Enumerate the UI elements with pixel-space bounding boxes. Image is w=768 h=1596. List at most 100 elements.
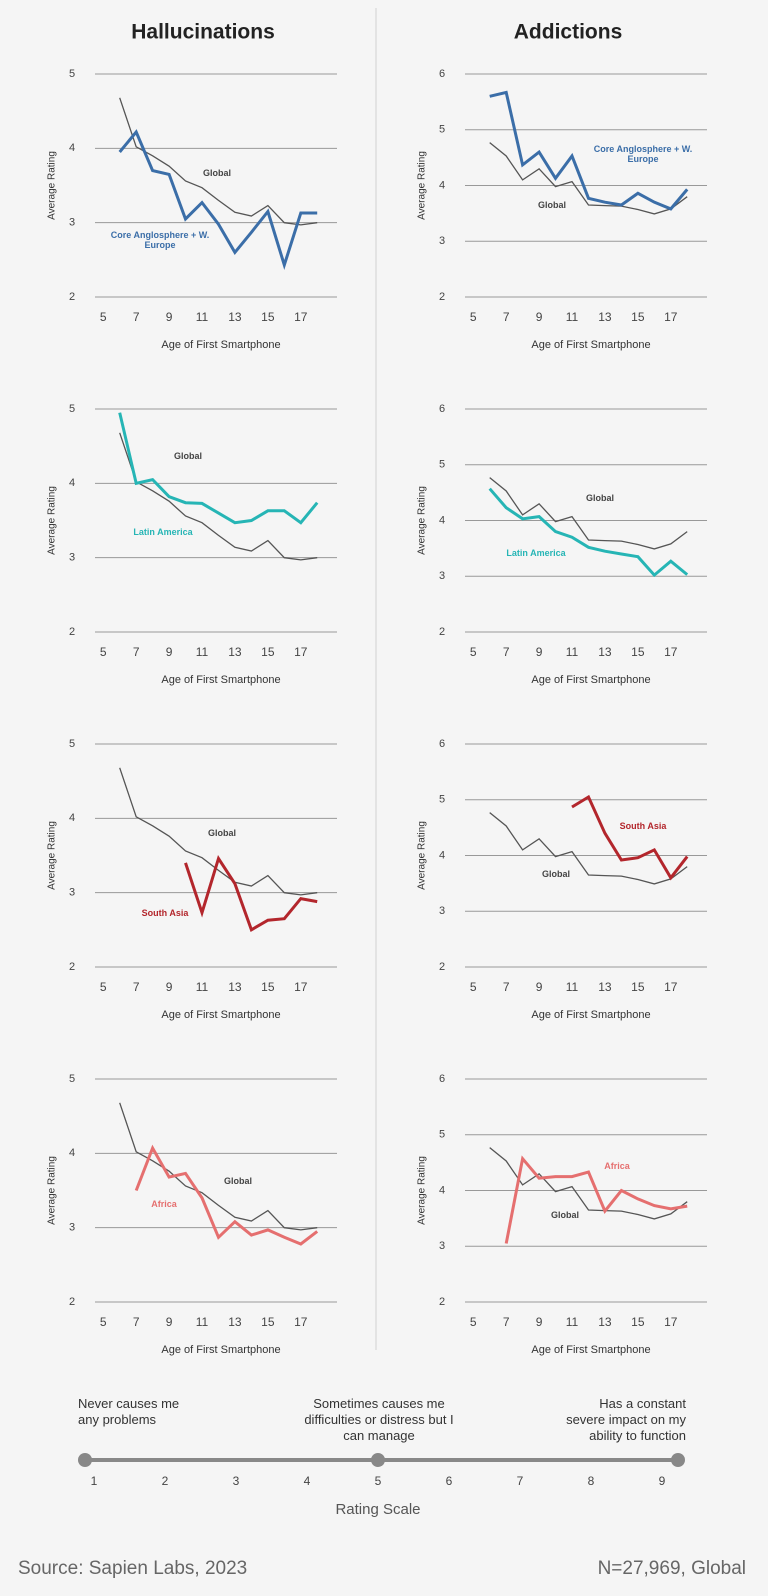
series-line (489, 812, 688, 885)
series-label-box: Global (537, 200, 566, 210)
y-tick-label: 6 (439, 68, 445, 80)
series-line (489, 142, 688, 215)
series-line (118, 129, 318, 271)
scale-dot (671, 1453, 685, 1467)
series-label: Global (207, 828, 236, 838)
series-label: Core Anglosphere + W. Europe (110, 230, 210, 250)
x-tick-label: 7 (133, 310, 140, 324)
series-label: Latin America (133, 527, 193, 537)
y-tick-label: 5 (69, 738, 75, 750)
series-label-box: Global (551, 1210, 579, 1220)
x-tick-label: 9 (536, 310, 543, 324)
x-tick-label: 11 (566, 980, 579, 994)
x-tick-label: 9 (166, 980, 173, 994)
scale-dot (78, 1453, 92, 1467)
series-line (119, 432, 318, 561)
y-tick-label: 2 (69, 961, 75, 973)
x-axis-label: Age of First Smartphone (531, 339, 650, 351)
column-title: Addictions (514, 21, 623, 44)
series-line (134, 1144, 319, 1246)
y-tick-label: 6 (439, 1073, 445, 1085)
series-line (571, 794, 689, 881)
series-label-box: Global (207, 828, 236, 838)
x-tick-label: 5 (100, 980, 107, 994)
x-tick-label: 13 (598, 310, 612, 324)
x-tick-label: 13 (228, 1315, 242, 1329)
x-axis-label: Age of First Smartphone (161, 1009, 280, 1021)
series-label-box: Africa (151, 1199, 177, 1209)
y-axis-label: Average Rating (417, 486, 428, 555)
y-tick-label: 4 (439, 1184, 445, 1196)
series-label: Latin America (506, 548, 566, 558)
series-label-box: Global (223, 1176, 252, 1186)
y-tick-label: 5 (439, 459, 445, 471)
x-axis-label: Age of First Smartphone (161, 339, 280, 351)
y-axis-label: Average Rating (47, 486, 58, 555)
series-label-box: Core Anglosphere + W. Europe (110, 230, 210, 250)
y-axis-label: Average Rating (47, 151, 58, 220)
series-label-box: Latin America (133, 527, 193, 537)
scale-tick-label: 8 (588, 1474, 595, 1488)
series-label: Core Anglosphere + W. Europe (593, 144, 693, 164)
x-tick-label: 5 (470, 980, 477, 994)
series-line (489, 477, 688, 550)
y-axis-label: Average Rating (47, 1156, 58, 1225)
x-tick-label: 13 (228, 980, 242, 994)
x-tick-label: 5 (100, 645, 107, 659)
x-tick-label: 11 (196, 310, 209, 324)
y-tick-label: 3 (439, 570, 445, 582)
x-tick-label: 17 (664, 310, 678, 324)
x-tick-label: 15 (631, 1315, 645, 1329)
x-tick-label: 9 (166, 645, 173, 659)
x-tick-label: 5 (470, 645, 477, 659)
y-tick-label: 2 (439, 1296, 445, 1308)
series-line (488, 487, 689, 578)
x-tick-label: 17 (664, 1315, 678, 1329)
y-tick-label: 3 (69, 552, 75, 564)
x-tick-label: 17 (664, 645, 678, 659)
series-label: South Asia (141, 908, 189, 918)
y-tick-label: 2 (439, 291, 445, 303)
series-line (184, 854, 318, 933)
x-tick-label: 5 (100, 1315, 107, 1329)
x-tick-label: 15 (631, 645, 645, 659)
sample-note: N=27,969, Global (597, 1558, 746, 1579)
source: Source: Sapien Labs, 2023 (18, 1558, 248, 1579)
x-tick-label: 13 (598, 645, 612, 659)
x-tick-label: 5 (100, 310, 107, 324)
series-label: Africa (604, 1161, 630, 1171)
x-tick-label: 17 (294, 1315, 308, 1329)
scale-description: Has a constant severe impact on my abili… (566, 1396, 686, 1443)
x-tick-label: 7 (133, 1315, 140, 1329)
x-tick-label: 5 (470, 310, 477, 324)
x-tick-label: 11 (566, 310, 579, 324)
y-tick-label: 5 (439, 794, 445, 806)
series-label: Global (173, 451, 202, 461)
series-label-box: Global (173, 451, 202, 461)
scale-dot (371, 1453, 385, 1467)
y-tick-label: 2 (69, 626, 75, 638)
y-tick-label: 4 (69, 142, 75, 154)
series-label: Global (223, 1176, 252, 1186)
series-label-box: Latin America (506, 548, 566, 558)
series-label: Global (537, 200, 566, 210)
x-tick-label: 17 (294, 645, 308, 659)
series-label: Global (541, 869, 570, 879)
series-label-box: Global (541, 869, 570, 879)
scale-description: Sometimes causes me difficulties or dist… (304, 1396, 454, 1443)
series-label: South Asia (619, 821, 667, 831)
series-label-box: South Asia (619, 821, 667, 831)
x-tick-label: 7 (503, 1315, 510, 1329)
x-tick-label: 13 (228, 310, 242, 324)
y-tick-label: 4 (69, 477, 75, 489)
series-label-box: Global (586, 493, 614, 503)
y-tick-label: 5 (439, 124, 445, 136)
x-tick-label: 17 (294, 980, 308, 994)
x-tick-label: 15 (631, 310, 645, 324)
y-tick-label: 3 (69, 887, 75, 899)
y-tick-label: 2 (439, 961, 445, 973)
x-tick-label: 15 (631, 980, 645, 994)
y-tick-label: 3 (69, 1222, 75, 1234)
y-tick-label: 3 (439, 235, 445, 247)
y-tick-label: 3 (69, 217, 75, 229)
